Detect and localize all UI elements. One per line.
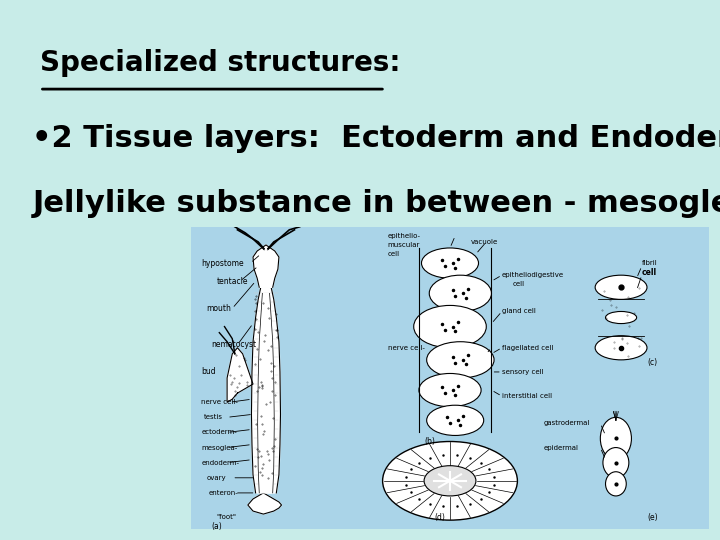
Text: (a): (a) bbox=[212, 522, 222, 531]
Text: (e): (e) bbox=[647, 512, 657, 522]
Text: tentacle: tentacle bbox=[217, 276, 248, 286]
Ellipse shape bbox=[419, 374, 481, 407]
Polygon shape bbox=[248, 493, 282, 514]
Polygon shape bbox=[259, 248, 273, 287]
Text: epidermal: epidermal bbox=[544, 444, 578, 450]
Ellipse shape bbox=[600, 417, 631, 460]
Ellipse shape bbox=[595, 275, 647, 299]
Text: gland cell: gland cell bbox=[502, 308, 536, 314]
Text: mouth: mouth bbox=[207, 304, 231, 313]
Text: cell: cell bbox=[388, 251, 400, 257]
Text: bud: bud bbox=[201, 367, 216, 376]
Text: enteron-: enteron- bbox=[209, 490, 239, 496]
Ellipse shape bbox=[421, 248, 479, 278]
Ellipse shape bbox=[414, 306, 486, 348]
Polygon shape bbox=[253, 245, 279, 287]
Text: (d): (d) bbox=[434, 512, 446, 522]
Ellipse shape bbox=[429, 275, 492, 312]
Text: hypostome: hypostome bbox=[201, 259, 244, 268]
Text: ovary: ovary bbox=[207, 475, 226, 481]
Text: (c): (c) bbox=[647, 359, 657, 367]
Text: muscular: muscular bbox=[388, 242, 420, 248]
Ellipse shape bbox=[427, 405, 484, 435]
Text: flagellated cell: flagellated cell bbox=[502, 345, 553, 351]
Text: endoderm-: endoderm- bbox=[201, 460, 239, 465]
Ellipse shape bbox=[603, 448, 629, 478]
Ellipse shape bbox=[595, 336, 647, 360]
Polygon shape bbox=[258, 293, 274, 493]
Text: (b): (b) bbox=[424, 437, 435, 446]
Ellipse shape bbox=[606, 312, 636, 323]
Ellipse shape bbox=[427, 342, 494, 378]
Polygon shape bbox=[251, 287, 281, 493]
Text: Jellylike substance in between - mesoglea: Jellylike substance in between - mesogle… bbox=[32, 189, 720, 218]
Text: gastrodermal: gastrodermal bbox=[544, 420, 590, 427]
Text: epithelio-: epithelio- bbox=[388, 233, 420, 239]
Text: ectoderm-: ectoderm- bbox=[201, 429, 237, 435]
Text: cell: cell bbox=[512, 281, 524, 287]
Text: cell: cell bbox=[642, 268, 657, 276]
Circle shape bbox=[382, 442, 518, 520]
Text: fibril: fibril bbox=[642, 260, 657, 266]
Text: "foot": "foot" bbox=[217, 514, 237, 520]
Text: Specialized structures:: Specialized structures: bbox=[40, 49, 400, 77]
Text: vacuole: vacuole bbox=[471, 239, 498, 245]
Text: testis: testis bbox=[204, 414, 222, 420]
Bar bbox=[191, 227, 709, 529]
Text: nerve cell-: nerve cell- bbox=[201, 399, 238, 405]
Text: nerve cell-: nerve cell- bbox=[388, 345, 425, 351]
Text: mesoglea-: mesoglea- bbox=[201, 444, 238, 450]
Polygon shape bbox=[227, 348, 253, 402]
Circle shape bbox=[424, 465, 476, 496]
Text: interstitial cell: interstitial cell bbox=[502, 393, 552, 399]
Text: •2 Tissue layers:  Ectoderm and Endoderm: •2 Tissue layers: Ectoderm and Endoderm bbox=[32, 124, 720, 153]
Ellipse shape bbox=[606, 472, 626, 496]
Text: epitheliodigestive: epitheliodigestive bbox=[502, 272, 564, 278]
Text: nematocyst: nematocyst bbox=[212, 340, 256, 349]
Text: sensory cell: sensory cell bbox=[502, 369, 544, 375]
